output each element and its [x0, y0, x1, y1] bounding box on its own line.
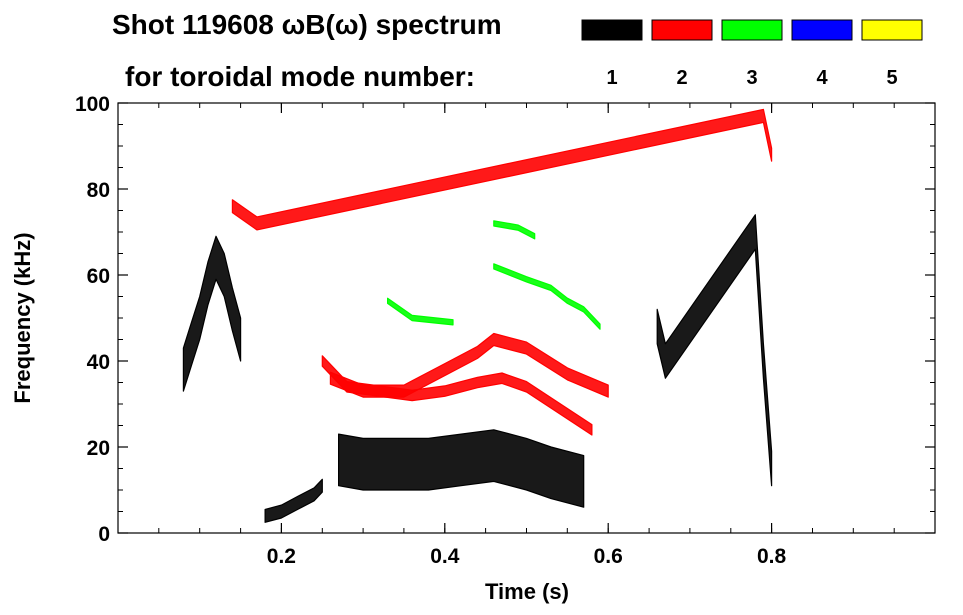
mode-legend: 1 2 3 4 5 — [581, 19, 923, 89]
y-tick-label: 0 — [98, 523, 110, 546]
chart-title: Shot 119608 ωB(ω) spectrum — [112, 9, 502, 40]
legend-swatch-mode-2 — [651, 19, 713, 41]
x-axis-label: Time (s) — [485, 579, 569, 604]
series-mode-3-8 — [493, 263, 601, 330]
legend-caption: for toroidal mode number: — [125, 61, 475, 92]
y-tick-label: 60 — [87, 265, 110, 288]
y-tick-label: 20 — [87, 437, 110, 460]
series-mode-1-0 — [182, 235, 242, 392]
legend-swatch-mode-4 — [791, 19, 853, 41]
x-tick-label: 0.4 — [430, 545, 460, 568]
series-mode-2-6 — [231, 108, 773, 231]
series-mode-1-2 — [338, 429, 585, 508]
series-mode-1-1 — [264, 478, 323, 523]
y-tick-label: 100 — [75, 93, 110, 116]
y-tick-label: 40 — [87, 351, 110, 374]
x-tick-label: 0.8 — [757, 545, 787, 568]
series-mode-1-3 — [656, 214, 773, 487]
series-mode-2-5 — [329, 332, 609, 398]
legend-label-mode-4: 4 — [816, 67, 828, 89]
series-mode-3-7 — [493, 220, 536, 240]
legend-label-mode-5: 5 — [886, 67, 897, 89]
y-axis-label: Frequency (kHz) — [10, 232, 35, 403]
legend-swatch-mode-3 — [721, 19, 783, 41]
legend-swatch-mode-1 — [581, 19, 643, 41]
series-mode-3-9 — [387, 297, 454, 326]
y-tick-label: 80 — [87, 179, 110, 202]
x-tick-label: 0.2 — [267, 545, 296, 568]
plot-data — [182, 108, 773, 523]
legend-label-mode-3: 3 — [746, 67, 757, 89]
legend-label-mode-1: 1 — [606, 67, 617, 89]
legend-swatch-mode-5 — [861, 19, 923, 41]
axis-ticks: 0.2 0.4 0.6 0.8 0 20 40 60 80 100 — [75, 93, 935, 568]
legend-label-mode-2: 2 — [676, 67, 687, 89]
x-tick-label: 0.6 — [594, 545, 623, 568]
